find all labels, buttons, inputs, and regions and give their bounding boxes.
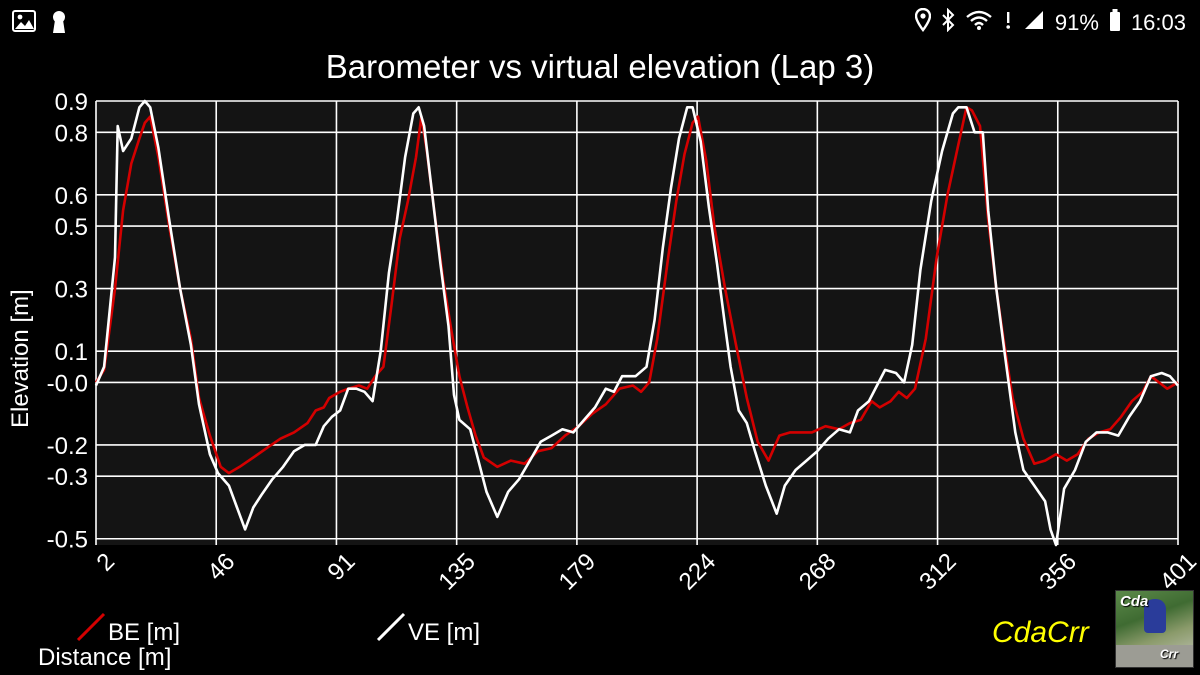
legend-label-ve: VE [m] xyxy=(408,619,480,646)
signal-icon xyxy=(1023,9,1045,37)
bluetooth-icon xyxy=(941,7,955,38)
y-axis-ticks: 0.9 0.8 0.6 0.5 0.3 0.1 -0.0 -0.2 -0.3 -0.5 xyxy=(47,89,88,554)
x-tick-label: 46 xyxy=(202,548,240,586)
x-tick-label: 356 xyxy=(1034,548,1081,595)
y-tick-label: 0.1 xyxy=(55,339,88,366)
chart: Barometer vs virtual elevation (Lap 3) 0… xyxy=(7,48,1200,671)
mute-icon xyxy=(1003,9,1013,37)
legend-swatch-be xyxy=(76,612,106,642)
y-tick-label: 0.3 xyxy=(55,277,88,304)
plot-area xyxy=(96,101,1178,545)
location-icon xyxy=(914,7,932,38)
y-tick-label: -0.3 xyxy=(47,464,88,491)
wifi-icon xyxy=(965,9,993,37)
x-tick-label: 268 xyxy=(794,548,841,595)
series-layer xyxy=(94,99,1179,547)
x-tick-label: 135 xyxy=(433,548,480,595)
legend-swatch-ve xyxy=(376,612,406,642)
logo-rider xyxy=(1144,599,1166,633)
y-tick-label: 0.9 xyxy=(55,89,88,116)
status-right: 91% 16:03 xyxy=(914,7,1186,38)
y-tick-label: 0.8 xyxy=(55,120,88,147)
status-bar: 91% 16:03 xyxy=(0,0,1200,44)
y-tick-label: -0.2 xyxy=(47,433,88,460)
keyhole-icon xyxy=(50,10,68,39)
logo-image: Cda Crr xyxy=(1115,590,1194,668)
x-axis-ticks: 2 46 91 135 179 224 268 312 356 401 xyxy=(92,548,1200,595)
logo-road xyxy=(1116,645,1193,667)
battery-percent: 91% xyxy=(1054,10,1099,35)
legend-label-be: BE [m] xyxy=(108,619,180,646)
x-tick-label: 224 xyxy=(674,548,721,595)
y-tick-label: -0.5 xyxy=(47,527,88,554)
x-axis-label: Distance [m] xyxy=(38,644,171,671)
y-tick-label: 0.6 xyxy=(55,183,88,210)
y-axis-label: Elevation [m] xyxy=(7,289,34,428)
x-tick-label: 179 xyxy=(554,548,601,595)
status-left xyxy=(12,10,68,39)
image-icon xyxy=(12,10,36,39)
logo-text-bottom: Crr xyxy=(1160,647,1179,661)
y-tick-label: -0.0 xyxy=(47,370,88,397)
brand-label: CdaCrr xyxy=(992,616,1089,649)
x-tick-label: 2 xyxy=(92,548,121,577)
x-tick-label: 91 xyxy=(323,548,361,586)
y-tick-label: 0.5 xyxy=(55,214,88,241)
clock: 16:03 xyxy=(1130,10,1186,35)
x-tick-label: 312 xyxy=(914,548,961,595)
battery-icon xyxy=(1109,8,1121,38)
chart-title: Barometer vs virtual elevation (Lap 3) xyxy=(326,48,874,85)
ve-series-line xyxy=(94,99,1179,547)
logo-text-top: Cda xyxy=(1120,593,1149,610)
x-tick-label: 401 xyxy=(1155,548,1200,595)
legend: BE [m] VE [m] xyxy=(76,612,480,646)
